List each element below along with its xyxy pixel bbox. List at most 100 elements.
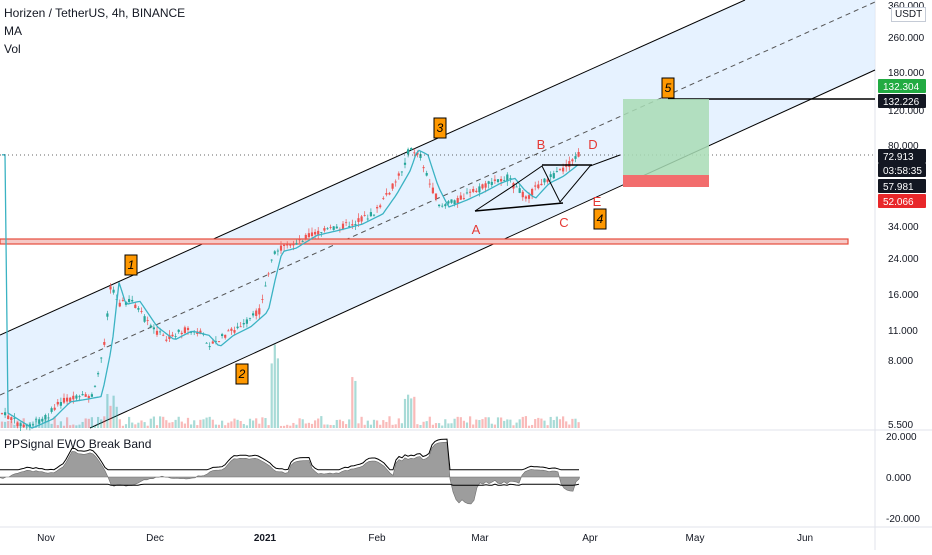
candle[interactable] [233,330,236,333]
candle[interactable] [307,233,310,238]
candle[interactable] [481,184,484,189]
candle[interactable] [149,325,152,328]
candle[interactable] [472,188,475,192]
candle[interactable] [159,331,162,333]
candle[interactable] [521,191,524,198]
candle[interactable] [447,201,450,204]
candle[interactable] [217,341,221,342]
candle[interactable] [465,192,469,194]
candle[interactable] [155,330,159,335]
candle[interactable] [456,198,459,204]
candle[interactable] [369,212,372,217]
candle[interactable] [314,231,317,235]
candle[interactable] [450,199,453,203]
candle[interactable] [62,397,66,403]
candle[interactable] [4,412,7,416]
candle[interactable] [273,251,276,254]
candle[interactable] [310,232,314,237]
candle[interactable] [186,327,190,330]
moving-average-line[interactable] [2,149,579,429]
candle[interactable] [239,326,242,328]
candle[interactable] [320,232,323,234]
break-band-lower[interactable] [0,483,580,486]
candle[interactable] [75,395,78,399]
candle[interactable] [558,169,562,171]
candle[interactable] [252,313,255,316]
candle[interactable] [503,180,506,181]
candle[interactable] [44,415,47,420]
candle[interactable] [518,188,521,193]
candle[interactable] [363,215,366,216]
candle[interactable] [537,184,540,189]
candle[interactable] [317,230,320,235]
currency-label[interactable]: USDT [891,7,927,22]
candle[interactable] [295,243,298,245]
candle[interactable] [493,179,496,181]
candle[interactable] [221,334,224,337]
abcde-zigzag[interactable] [474,154,621,212]
wave-3-tag[interactable] [433,117,447,139]
candle[interactable] [10,417,13,421]
candle[interactable] [509,178,512,179]
candle[interactable] [69,397,72,402]
candle[interactable] [100,357,103,359]
candle[interactable] [22,424,25,428]
candle[interactable] [543,178,546,183]
candle[interactable] [205,342,208,344]
stop-loss-zone[interactable] [623,175,709,187]
candle[interactable] [199,330,202,335]
candle[interactable] [577,151,580,157]
candle[interactable] [131,299,134,302]
candle[interactable] [341,223,345,230]
candle[interactable] [50,408,53,412]
candle[interactable] [81,394,84,396]
candle[interactable] [515,186,518,188]
candle[interactable] [93,385,97,387]
candle[interactable] [397,173,400,176]
candle[interactable] [574,156,577,159]
candle[interactable] [391,183,394,189]
candle[interactable] [568,161,571,167]
channel-midline[interactable] [0,1,876,396]
candle[interactable] [171,334,174,337]
candle[interactable] [97,373,100,375]
wave-5-tag[interactable] [661,77,675,99]
candle[interactable] [527,195,531,199]
candle[interactable] [376,207,379,209]
candle[interactable] [490,181,493,185]
candle[interactable] [72,395,75,400]
candle[interactable] [428,183,431,185]
candle[interactable] [56,401,59,405]
candle[interactable] [180,332,183,335]
candle[interactable] [258,308,261,315]
candle[interactable] [214,340,217,342]
candle[interactable] [326,228,329,230]
candle[interactable] [245,319,248,324]
candle[interactable] [351,224,354,226]
profit-target-zone[interactable] [623,99,709,175]
break-band-upper[interactable] [0,438,579,471]
candle[interactable] [286,244,289,246]
candle[interactable] [348,225,351,227]
candle[interactable] [177,329,180,332]
candle[interactable] [329,227,332,228]
candle[interactable] [103,341,106,345]
candle[interactable] [419,154,422,158]
candle[interactable] [211,341,214,344]
candle[interactable] [90,394,93,397]
candle[interactable] [459,195,462,200]
candle[interactable] [168,334,171,339]
candle[interactable] [146,320,149,322]
candle[interactable] [224,334,227,338]
candle[interactable] [264,285,267,287]
candle[interactable] [66,397,69,402]
candle[interactable] [379,205,382,208]
wave-2-tag[interactable] [235,363,249,385]
candle[interactable] [496,179,500,183]
candle[interactable] [385,193,388,195]
candle[interactable] [372,214,376,216]
candle[interactable] [270,259,273,261]
candle[interactable] [106,313,109,317]
candle[interactable] [279,245,283,251]
